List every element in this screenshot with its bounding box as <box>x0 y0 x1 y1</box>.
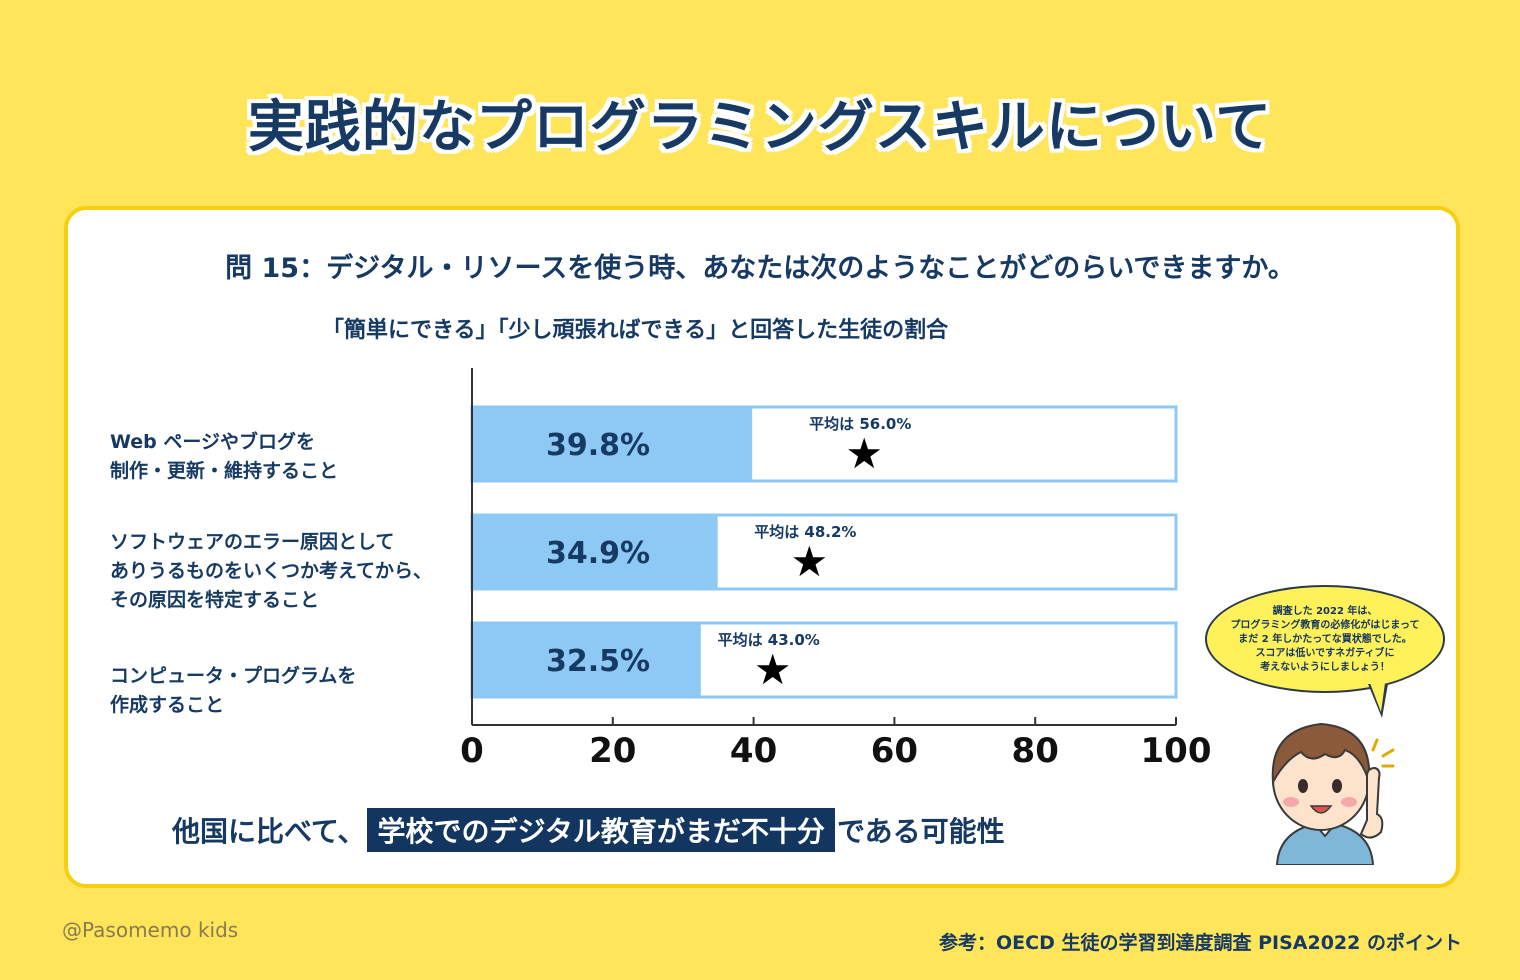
question-text: 問 15：デジタル・リソースを使う時、あなたは次のようなことがどのらいできますか… <box>225 253 1295 284</box>
bubble-line: 調査した 2022 年は、 <box>1272 606 1378 617</box>
bubble-line: まだ 2 年しかたってな買状態でした。 <box>1238 634 1412 645</box>
bubble-line: プログラミング教育の必修化がはじまって <box>1230 620 1420 631</box>
category-label: Web ページやブログを制作・更新・維持すること <box>110 428 338 486</box>
x-tick-label: 40 <box>730 731 777 771</box>
bubble-line: 考えないようにしましょう！ <box>1260 662 1390 673</box>
page-title: 実践的なプログラミングスキルについて <box>247 95 1273 160</box>
bubble-line: スコアは低いですネガティブに <box>1255 648 1395 659</box>
speech-bubble: 調査した 2022 年は、 プログラミング教育の必修化がはじまって まだ 2 年… <box>1205 585 1445 693</box>
conclusion-after: である可能性 <box>836 815 1005 848</box>
bar-value-label: 39.8% <box>546 428 650 463</box>
average-star-marker: ★ <box>790 537 828 586</box>
x-tick-label: 80 <box>1012 731 1059 771</box>
bar-value-label: 34.9% <box>546 536 650 571</box>
category-label-line: コンピュータ・プログラムを <box>110 665 357 687</box>
conclusion: 他国に比べて、 学校でのデジタル教育がまだ不十分 である可能性 <box>172 808 1005 852</box>
category-label-line: その原因を特定すること <box>110 589 320 611</box>
category-label: ソフトウェアのエラー原因としてありうるものをいくつか考えてから、 その原因を特定す… <box>110 528 432 615</box>
bar <box>472 621 701 699</box>
x-tick-label: 20 <box>589 731 636 771</box>
average-label: 平均は 48.2% <box>754 523 856 541</box>
average-label: 平均は 56.0% <box>809 415 911 433</box>
x-tick-label: 0 <box>460 731 484 771</box>
category-label: コンピュータ・プログラムを 作成すること <box>110 662 356 720</box>
category-label-line: ソフトウェアのエラー原因として <box>110 531 395 553</box>
x-tick-label: 60 <box>871 731 918 771</box>
category-label-line: 制作・更新・維持すること <box>110 460 339 482</box>
source-note: 参考：OECD 生徒の学習到達度調査 PISA2022 のポイント <box>939 932 1462 954</box>
bar <box>472 513 718 591</box>
category-label-line: 作成すること <box>110 694 225 716</box>
average-label: 平均は 43.0% <box>718 631 820 649</box>
bubble-tail-fill <box>1370 683 1385 712</box>
average-star-marker: ★ <box>845 429 883 478</box>
category-label-line: ありうるものをいくつか考えてから、 <box>110 560 433 582</box>
category-label-line: Web ページやブログを <box>110 431 316 453</box>
conclusion-highlight: 学校でのデジタル教育がまだ不十分 <box>367 808 835 852</box>
chart-subtitle: 「簡単にできる」「少し頑張ればできる」と回答した生徒の割合 <box>322 318 949 343</box>
x-tick-label: 100 <box>1141 731 1212 771</box>
boy-illustration <box>1271 722 1395 865</box>
author-handle: @Pasomemo kids <box>62 918 239 942</box>
bar-value-label: 32.5% <box>546 644 650 679</box>
conclusion-before: 他国に比べて、 <box>172 815 366 848</box>
bar <box>472 405 753 483</box>
average-star-marker: ★ <box>754 645 792 694</box>
